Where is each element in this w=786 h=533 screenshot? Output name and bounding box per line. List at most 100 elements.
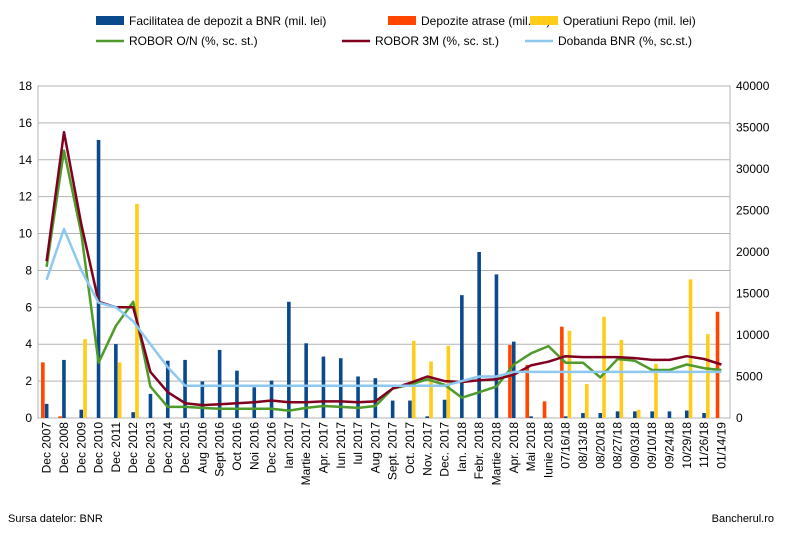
x-tick-label: 10/29/18 — [680, 422, 694, 469]
bar — [633, 411, 637, 418]
bar — [135, 203, 139, 418]
x-tick-label: 08/20/18 — [593, 422, 607, 469]
bar — [460, 295, 464, 418]
bar — [165, 360, 170, 418]
bar — [511, 341, 516, 418]
bar — [62, 359, 66, 418]
x-tick-label: Dec 2015 — [178, 422, 192, 474]
x-tick-label: 07/16/18 — [559, 422, 573, 469]
bar — [654, 364, 658, 418]
left-tick-label: 14 — [19, 153, 33, 167]
x-tick-label: Sept 2016 — [213, 422, 227, 477]
bar — [58, 416, 62, 418]
bar — [79, 409, 84, 418]
bar — [619, 339, 624, 418]
x-tick-label: 08/27/18 — [611, 422, 625, 469]
x-tick-label: Aug 2017 — [368, 422, 382, 474]
bar — [44, 403, 49, 418]
bar — [321, 356, 326, 418]
x-tick-label: Dec 2014 — [161, 422, 175, 474]
legend-swatch — [388, 16, 416, 25]
x-tick-label: 09/03/18 — [628, 422, 642, 469]
bar — [684, 410, 689, 418]
bar — [581, 413, 585, 418]
source-note: Sursa datelor: BNR — [8, 513, 103, 525]
right-tick-label: 25000 — [736, 204, 770, 218]
legend-label: Depozite atrase (mil. lei) — [421, 14, 550, 28]
x-tick-label: Apr. 2017 — [316, 422, 330, 474]
bar — [408, 400, 412, 418]
left-tick-label: 10 — [19, 227, 33, 241]
bar — [442, 399, 447, 418]
bar — [131, 412, 135, 418]
left-tick-label: 6 — [25, 300, 32, 314]
x-tick-label: Iun 2017 — [334, 422, 348, 469]
brand-label: Bancherul.ro — [711, 513, 774, 525]
bar — [477, 252, 481, 418]
legend-label: ROBOR 3M (%, sc. st.) — [375, 34, 499, 48]
legend-label: ROBOR O/N (%, sc. st.) — [129, 34, 258, 48]
bar — [425, 416, 430, 418]
bar — [183, 359, 187, 418]
left-tick-label: 16 — [19, 116, 33, 130]
x-tick-label: Apr. 2018 — [507, 422, 521, 474]
bar — [706, 334, 710, 418]
bar — [83, 339, 87, 418]
bar — [602, 316, 606, 418]
x-tick-label: Iul 2017 — [351, 422, 365, 465]
left-tick-label: 0 — [25, 411, 32, 425]
bar — [390, 400, 395, 418]
bar — [117, 362, 122, 418]
bar — [96, 139, 101, 418]
bar — [200, 381, 205, 418]
bar — [41, 362, 45, 418]
bar — [114, 344, 118, 418]
legend-swatch — [530, 16, 558, 25]
right-tick-label: 40000 — [736, 79, 770, 93]
plot-frame — [37, 85, 731, 419]
bar — [567, 330, 572, 418]
x-tick-label: Noi 2016 — [247, 422, 261, 470]
legend-label: Dobanda BNR (%, sc.st.) — [558, 34, 692, 48]
left-tick-label: 8 — [25, 263, 32, 277]
right-tick-label: 35000 — [736, 121, 770, 135]
legend-swatch — [96, 16, 124, 25]
x-tick-label: Dec 2010 — [92, 422, 106, 474]
x-tick-label: 11/26/18 — [697, 422, 711, 468]
bar — [529, 416, 533, 418]
gridlines — [37, 85, 731, 419]
x-tick-label: Dec 2016 — [265, 422, 279, 474]
x-tick-label: Oct. 2017 — [403, 422, 417, 474]
bar — [525, 364, 530, 418]
left-tick-label: 18 — [19, 79, 33, 93]
right-tick-label: 10000 — [736, 328, 770, 342]
bar — [508, 344, 512, 418]
x-tick-label: Ian. 2018 — [455, 422, 469, 472]
left-tick-label: 12 — [19, 190, 33, 204]
x-tick-label: Dec. 2017 — [438, 422, 452, 477]
x-tick-label: Dec 2007 — [40, 422, 54, 474]
bar — [584, 383, 589, 418]
x-tick-label: Ian 2017 — [282, 422, 296, 469]
bar-series — [41, 139, 720, 418]
legend-label: Facilitatea de depozit a BNR (mil. lei) — [129, 14, 326, 28]
bar — [304, 343, 308, 418]
series-line — [45, 149, 722, 412]
right-tick-label: 15000 — [736, 287, 770, 301]
right-tick-label: 30000 — [736, 162, 770, 176]
x-tick-label: Dec 2008 — [57, 422, 71, 474]
bar — [688, 279, 693, 418]
legend: Facilitatea de depozit a BNR (mil. lei) D… — [96, 14, 696, 48]
line-series — [45, 130, 722, 412]
bar — [356, 376, 360, 418]
bar — [287, 301, 291, 418]
bar — [494, 274, 499, 418]
right-tick-label: 5000 — [736, 370, 763, 384]
x-tick-label: Dec 2011 — [109, 422, 123, 473]
bar — [338, 358, 343, 418]
right-tick-label: 0 — [736, 411, 743, 425]
x-tick-label: Dec 2012 — [126, 422, 140, 474]
right-tick-label: 20000 — [736, 245, 770, 259]
